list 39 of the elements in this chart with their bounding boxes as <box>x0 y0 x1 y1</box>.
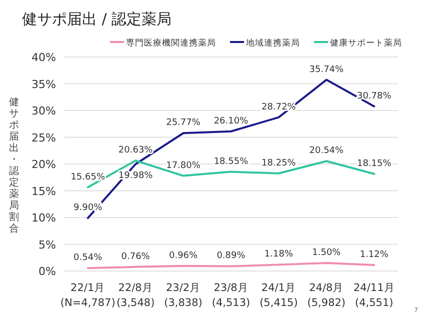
data-label: 0.76% <box>121 252 150 262</box>
data-label: 18.55% <box>214 156 249 167</box>
data-label: 18.15% <box>356 158 392 169</box>
data-label: 0.54% <box>74 253 103 264</box>
data-label: 1.12% <box>360 250 389 260</box>
data-label: 1.18% <box>264 250 294 260</box>
data-label: 15.65% <box>70 172 106 182</box>
x-tick-label: 24/1月 (5,415) <box>260 282 298 309</box>
legend-label: 地域連携薬局 <box>245 38 300 48</box>
y-tick-label: 5% <box>38 238 56 252</box>
y-tick-label: 25% <box>32 131 56 144</box>
data-label: 1.50% <box>312 248 342 258</box>
data-label: 20.54% <box>309 146 344 156</box>
y-tick-label: 15% <box>32 184 56 198</box>
x-tick-label: 22/8月 (3,548) <box>116 282 155 309</box>
data-label: 30.78% <box>356 91 392 102</box>
y-tick-label: 30% <box>32 104 56 118</box>
data-label: 18.25% <box>262 158 296 168</box>
y-tick-label: 35% <box>32 78 56 91</box>
chart-title: 健サポ届出 / 認定薬局 <box>22 10 172 28</box>
y-tick-label: 0% <box>38 265 56 278</box>
x-tick-label: 23/8月 (4,513) <box>212 282 250 309</box>
data-label: 26.10% <box>214 116 249 126</box>
data-label: 25.77% <box>166 118 201 128</box>
data-label: 0.89% <box>216 251 246 262</box>
data-label: 17.80% <box>166 160 201 171</box>
y-tick-label: 20% <box>32 158 56 171</box>
x-tick-label: 22/1月 (N=4,787) <box>60 282 116 309</box>
text: 健サポ届出・認定薬局割合 <box>9 96 19 234</box>
y-tick-label: 10% <box>32 212 56 224</box>
legend-label: 健康サポート薬局 <box>330 38 402 48</box>
data-label: 20.63% <box>118 146 154 156</box>
y-tick-label: 40% <box>32 51 56 64</box>
legend-label: 専門医療機関連携薬局 <box>126 38 216 48</box>
x-tick-label: 23/2月 (3,838) <box>164 282 202 309</box>
data-label: 35.74% <box>309 64 344 75</box>
x-tick-label: 24/11月 (4,551) <box>354 282 395 309</box>
data-label: 0.96% <box>168 250 198 261</box>
x-tick-label: 24/8月 (5,982) <box>307 282 346 309</box>
